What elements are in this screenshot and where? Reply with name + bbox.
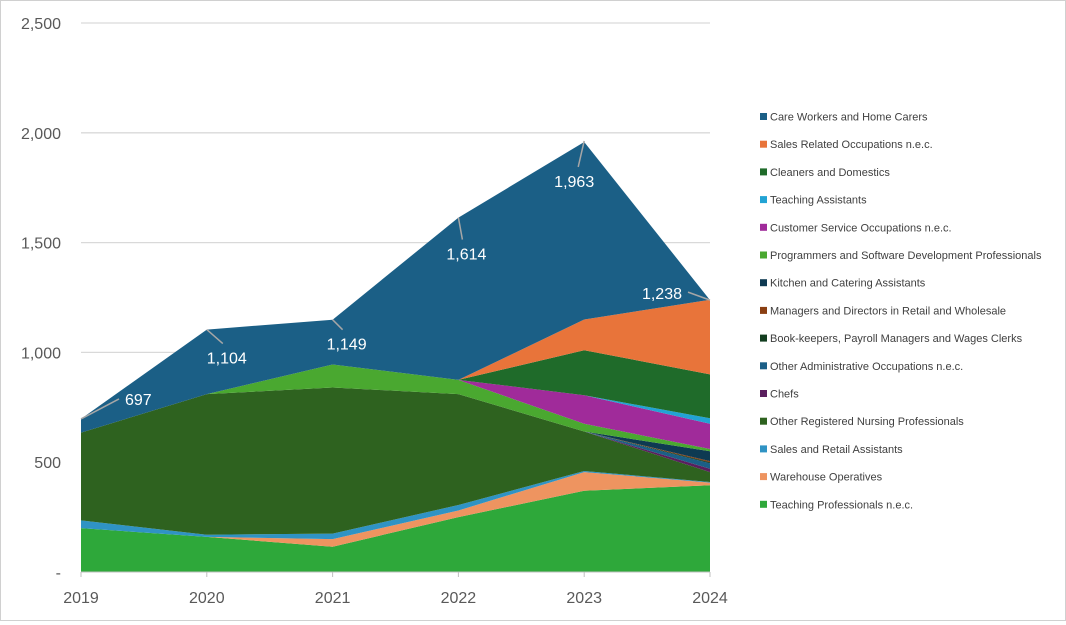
legend-swatch xyxy=(760,279,767,287)
legend-label: Programmers and Software Development Pro… xyxy=(770,250,1042,262)
legend-swatch xyxy=(760,223,767,231)
y-tick-label: 1,000 xyxy=(21,345,61,362)
legend-swatch xyxy=(760,113,767,120)
leader-line xyxy=(577,140,585,168)
data-labels: 697 1,104 1,149 1,614 1,963 1,238 xyxy=(80,140,711,420)
legend-label: Care Workers and Home Carers xyxy=(770,112,928,124)
series-areas xyxy=(81,142,710,572)
legend-swatch xyxy=(760,251,767,259)
x-tick-label: 2022 xyxy=(441,590,477,607)
legend-label: Chefs xyxy=(770,389,799,401)
y-tick-label: 2,000 xyxy=(21,126,61,143)
x-tick-label: 2019 xyxy=(63,590,99,607)
legend-label: Sales and Retail Assistants xyxy=(770,444,903,456)
legend-swatch xyxy=(760,306,767,314)
legend-label: Managers and Directors in Retail and Who… xyxy=(770,305,1006,317)
legend-swatch xyxy=(760,390,767,397)
legend-swatch xyxy=(760,196,767,204)
x-tick-label: 2020 xyxy=(189,590,225,607)
area-series-0 xyxy=(81,485,710,572)
leader-line xyxy=(206,328,224,345)
y-tick-label: - xyxy=(56,565,61,582)
legend-swatch xyxy=(760,168,767,176)
x-tick-label: 2024 xyxy=(692,590,728,607)
y-tick-label: 2,500 xyxy=(21,16,61,33)
legend: Care Workers and Home Carers Sales Relate… xyxy=(760,112,1042,511)
legend-swatch xyxy=(760,445,767,453)
legend-swatch xyxy=(760,334,767,342)
leader-line xyxy=(457,217,464,240)
total-label: 1,104 xyxy=(207,351,247,368)
area-series-10 xyxy=(81,364,710,449)
total-label: 697 xyxy=(125,392,152,409)
area-series-13 xyxy=(81,299,710,433)
area-series-12 xyxy=(81,350,710,433)
legend-label: Kitchen and Catering Assistants xyxy=(770,278,926,290)
x-tick-label: 2021 xyxy=(315,590,351,607)
legend-swatch xyxy=(760,362,767,370)
legend-swatch xyxy=(760,500,767,508)
leader-line xyxy=(687,291,711,301)
legend-label: Teaching Assistants xyxy=(770,195,867,207)
total-label: 1,614 xyxy=(446,247,486,264)
axes: - 500 1,000 1,500 2,000 2,500 2019 2020 2021 2022… xyxy=(21,16,728,607)
legend-label: Book-keepers, Payroll Managers and Wages… xyxy=(770,333,1023,345)
area-series-14 xyxy=(81,142,710,433)
legend-label: Cleaners and Domestics xyxy=(770,167,890,179)
leader-line xyxy=(332,319,344,331)
legend-label: Teaching Professionals n.e.c. xyxy=(770,499,913,511)
legend-label: Other Administrative Occupations n.e.c. xyxy=(770,361,963,373)
area-series-3 xyxy=(81,387,710,535)
total-label: 1,238 xyxy=(642,286,682,303)
total-label: 1,963 xyxy=(554,174,594,191)
area-series-2 xyxy=(81,471,710,540)
legend-swatch xyxy=(760,417,767,425)
legend-label: Warehouse Operatives xyxy=(770,472,883,484)
y-tick-label: 500 xyxy=(34,455,61,472)
x-tick-label: 2023 xyxy=(566,590,602,607)
area-series-9 xyxy=(81,364,710,452)
legend-label: Other Registered Nursing Professionals xyxy=(770,416,964,428)
legend-label: Sales Related Occupations n.e.c. xyxy=(770,139,933,151)
area-series-1 xyxy=(81,472,710,547)
y-tick-label: 1,500 xyxy=(21,236,61,253)
legend-swatch xyxy=(760,473,767,481)
legend-label: Customer Service Occupations n.e.c. xyxy=(770,222,952,234)
legend-swatch xyxy=(760,140,767,148)
leader-line xyxy=(80,398,120,420)
total-label: 1,149 xyxy=(327,337,367,354)
